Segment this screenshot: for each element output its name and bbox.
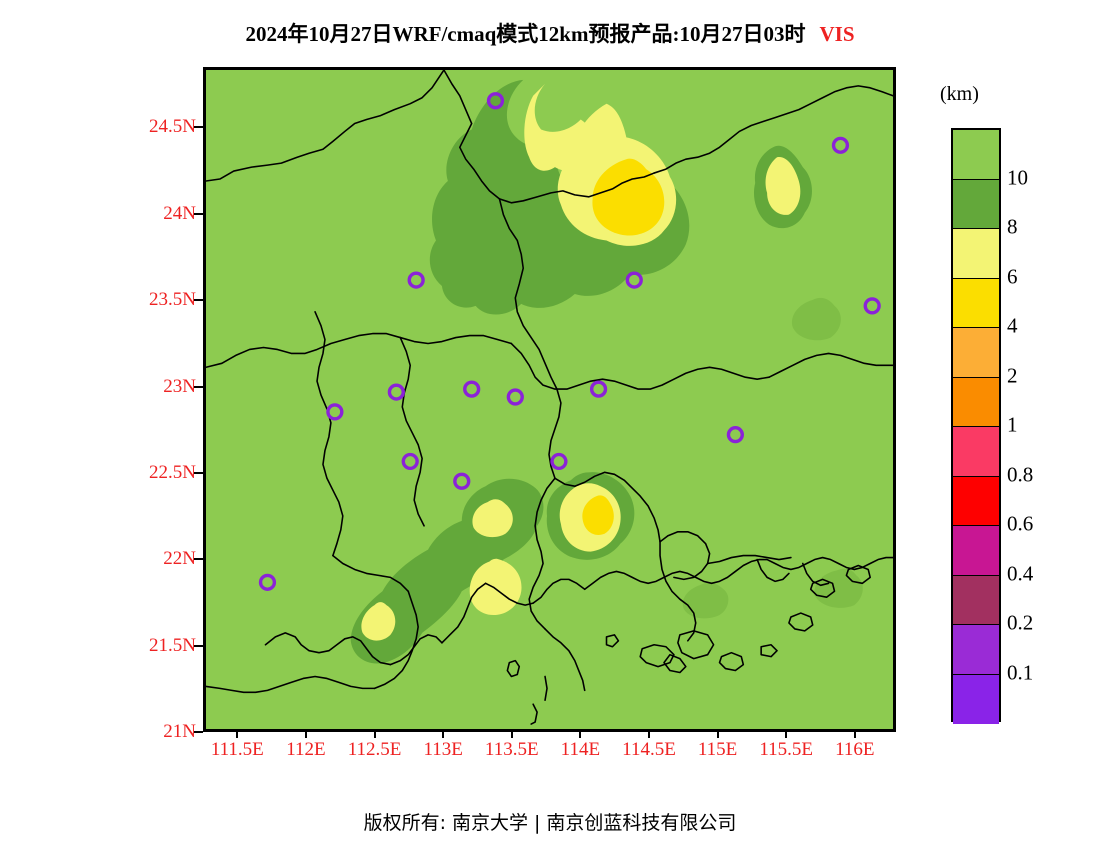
station-markers[interactable]: [258, 92, 881, 591]
y-axis-tick: [194, 126, 203, 129]
colorbar-tick-label: 0.8: [1007, 462, 1034, 486]
y-axis-label: 23.5N: [149, 289, 196, 311]
x-axis-tick: [853, 729, 856, 738]
copyright-owner: 版权所有: 南京大学: [363, 812, 529, 834]
colorbar[interactable]: [951, 128, 1001, 724]
map-canvas: [206, 70, 893, 729]
colorbar-tick-label: 10: [1007, 165, 1028, 189]
colorbar-tick-label: 1: [1007, 412, 1018, 437]
colorbar-band: [953, 130, 999, 180]
x-axis-tick: [785, 729, 788, 738]
contour-10km-southeast-patch: [682, 582, 729, 619]
colorbar-band: [953, 328, 999, 378]
contour-10km-east-patch: [814, 568, 863, 608]
x-axis-label: 116E: [835, 739, 875, 760]
x-axis-label: 113E: [423, 739, 463, 760]
colorbar-labels: 10 8 6 4 2 1 0.8 0.6 0.4 0.2 0.1: [1007, 128, 1097, 722]
title-text: 2024年10月27日WRF/cmaq模式12km预报产品:10月27日03时: [245, 22, 806, 46]
x-axis-tick: [579, 729, 582, 738]
x-axis-ticks: [203, 729, 896, 741]
page-title: 2024年10月27日WRF/cmaq模式12km预报产品:10月27日03时 V…: [0, 18, 1100, 48]
y-axis-label: 22N: [163, 548, 196, 570]
variable-label: VIS: [819, 22, 855, 46]
contour-10km-east-coast: [791, 297, 841, 341]
colorbar-unit: (km): [940, 83, 979, 105]
contour-6km-foshan-patch: [472, 499, 513, 538]
x-axis-tick: [236, 729, 239, 738]
x-axis-tick: [647, 729, 650, 738]
colorbar-band: [953, 179, 999, 229]
x-axis-tick: [304, 729, 307, 738]
x-axis-label: 114.5E: [622, 739, 676, 760]
company-name: 南京创蓝科技有限公司: [546, 812, 737, 834]
x-axis-label: 112E: [286, 739, 326, 760]
colorbar-tick-label: 0.1: [1007, 660, 1034, 684]
y-axis-tick: [194, 212, 203, 215]
colorbar-band: [953, 229, 999, 279]
colorbar-tick-label: 0.4: [1007, 561, 1034, 585]
x-axis-label: 115E: [697, 739, 738, 760]
administrative-boundaries: [206, 70, 893, 725]
colorbar-band: [953, 625, 999, 675]
x-axis-labels: 111.5E 112E 112.5E 113E 113.5E 114E 114.5E 115E…: [203, 739, 896, 769]
contour-6km-zhaoqing-core: [469, 558, 522, 616]
x-axis-label: 111.5E: [210, 739, 264, 760]
x-axis-label: 114E: [560, 739, 601, 760]
contour-4km-north-core: [592, 158, 665, 236]
y-axis-tick: [194, 385, 203, 388]
y-axis-tick: [194, 558, 203, 561]
colorbar-tick-label: 2: [1007, 363, 1018, 387]
contour-6km-east: [765, 156, 801, 215]
x-axis-label: 115.5E: [759, 739, 814, 760]
colorbar-tick-label: 6: [1007, 264, 1018, 288]
y-axis-label: 21.5N: [149, 634, 196, 656]
colorbar-tick-label: 0.2: [1007, 610, 1034, 635]
footer-separator: |: [534, 812, 541, 834]
colorbar-band: [953, 377, 999, 427]
colorbar-band: [953, 526, 999, 576]
colorbar-bands: [951, 128, 1001, 724]
colorbar-band: [953, 674, 999, 724]
y-axis-label: 21N: [163, 721, 196, 742]
contour-4km-guangzhou-core: [582, 495, 614, 536]
x-axis-tick: [442, 729, 445, 738]
contour-6km-southwest-tip: [361, 602, 396, 641]
colorbar-band: [953, 575, 999, 625]
colorbar-band: [953, 427, 999, 477]
y-axis-ticks: [194, 67, 206, 733]
y-axis-label: 24.5N: [149, 116, 196, 138]
y-axis-tick: [194, 471, 203, 474]
x-axis-tick: [716, 729, 719, 738]
x-axis-label: 112.5E: [347, 739, 402, 760]
footer-copyright: 版权所有: 南京大学 | 南京创蓝科技有限公司: [0, 808, 1100, 835]
x-axis-tick: [510, 729, 513, 738]
colorbar-tick-label: 0.6: [1007, 511, 1034, 536]
map-plot-area[interactable]: [203, 67, 896, 732]
y-axis-label: 24N: [163, 202, 196, 224]
y-axis-tick: [194, 299, 203, 302]
x-axis-label: 113.5E: [484, 739, 539, 760]
colorbar-band: [953, 476, 999, 526]
y-axis-tick: [194, 731, 203, 733]
x-axis-tick: [373, 729, 376, 738]
colorbar-tick-label: 8: [1007, 214, 1018, 239]
colorbar-band: [953, 278, 999, 328]
y-axis-label: 23N: [163, 375, 196, 397]
colorbar-tick-label: 4: [1007, 313, 1018, 338]
y-axis-labels: 24.5N 24N 23.5N 23N 22.5N 22N 21.5N 21N: [100, 67, 196, 742]
y-axis-label: 22.5N: [149, 461, 196, 483]
y-axis-tick: [194, 644, 203, 647]
